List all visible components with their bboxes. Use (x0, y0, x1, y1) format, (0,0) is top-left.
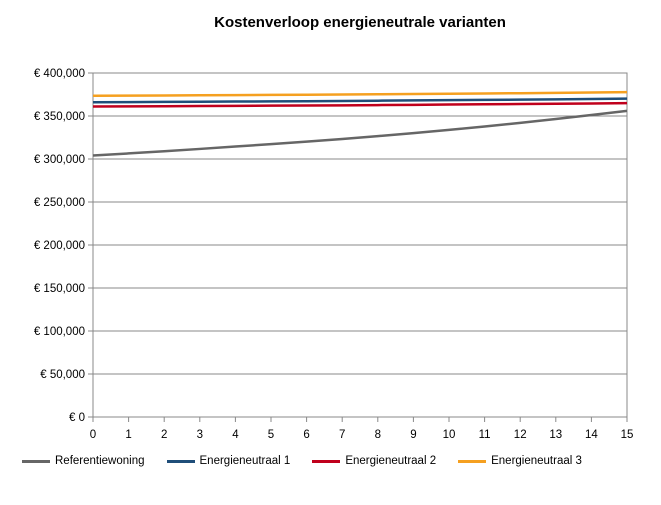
x-tick-label: 9 (410, 429, 416, 441)
series-line-energieneutraal-1 (92, 97, 628, 104)
legend-item-referentiewoning: Referentiewoning (22, 455, 145, 467)
series-line-energieneutraal-3 (92, 90, 628, 98)
legend-swatch (166, 459, 195, 463)
x-tick-label: 15 (621, 429, 634, 441)
series-line-referentiewoning (92, 109, 628, 157)
y-tick-label: € 250,000 (34, 197, 85, 209)
y-tick-label: € 50,000 (40, 369, 85, 381)
x-tick-label: 3 (197, 429, 203, 441)
legend-label: Energieneutraal 2 (345, 455, 437, 467)
x-tick-label: 14 (585, 429, 598, 441)
legend-swatch (312, 459, 341, 463)
legend-label: Referentiewoning (55, 455, 145, 467)
x-axis: 0 1 2 3 4 5 6 7 8 9 10 11 12 13 14 15 (90, 417, 634, 441)
y-tick-label: € 100,000 (34, 326, 85, 338)
legend-label: Energieneutraal 1 (199, 455, 291, 467)
legend-label: Energieneutraal 3 (491, 455, 582, 467)
y-tick-label: € 150,000 (34, 283, 85, 295)
legend-item-energieneutraal-3: Energieneutraal 3 (458, 455, 582, 467)
legend-swatch (22, 459, 50, 463)
y-tick-label: € 400,000 (34, 68, 85, 80)
y-tick-label: € 350,000 (34, 111, 85, 123)
x-tick-label: 10 (443, 429, 456, 441)
legend-item-energieneutraal-2: Energieneutraal 2 (312, 455, 436, 467)
x-tick-label: 2 (161, 429, 167, 441)
series-line-energieneutraal-2 (92, 101, 628, 108)
x-tick-label: 5 (268, 429, 274, 441)
gridlines (93, 115, 627, 375)
legend-swatch (458, 459, 487, 463)
series-lines (92, 90, 628, 157)
legend-item-energieneutraal-1: Energieneutraal 1 (166, 455, 291, 467)
legend: Referentiewoning Energieneutraal 1 Energ… (22, 455, 604, 467)
x-tick-label: 6 (303, 429, 309, 441)
x-tick-label: 12 (514, 429, 527, 441)
y-axis: € 0 € 50,000 € 100,000 € 150,000 € 200,000 € … (34, 68, 93, 424)
x-tick-label: 13 (549, 429, 562, 441)
x-tick-label: 4 (232, 429, 239, 441)
y-tick-label: € 200,000 (34, 240, 85, 252)
y-tick-label: € 300,000 (34, 154, 85, 166)
x-tick-label: 0 (90, 429, 96, 441)
x-tick-label: 8 (375, 429, 381, 441)
x-tick-label: 1 (125, 429, 131, 441)
x-tick-label: 11 (479, 429, 491, 441)
x-tick-label: 7 (339, 429, 345, 441)
y-tick-label: € 0 (69, 412, 85, 424)
chart-title: Kostenverloop energieneutrale varianten (214, 14, 506, 31)
